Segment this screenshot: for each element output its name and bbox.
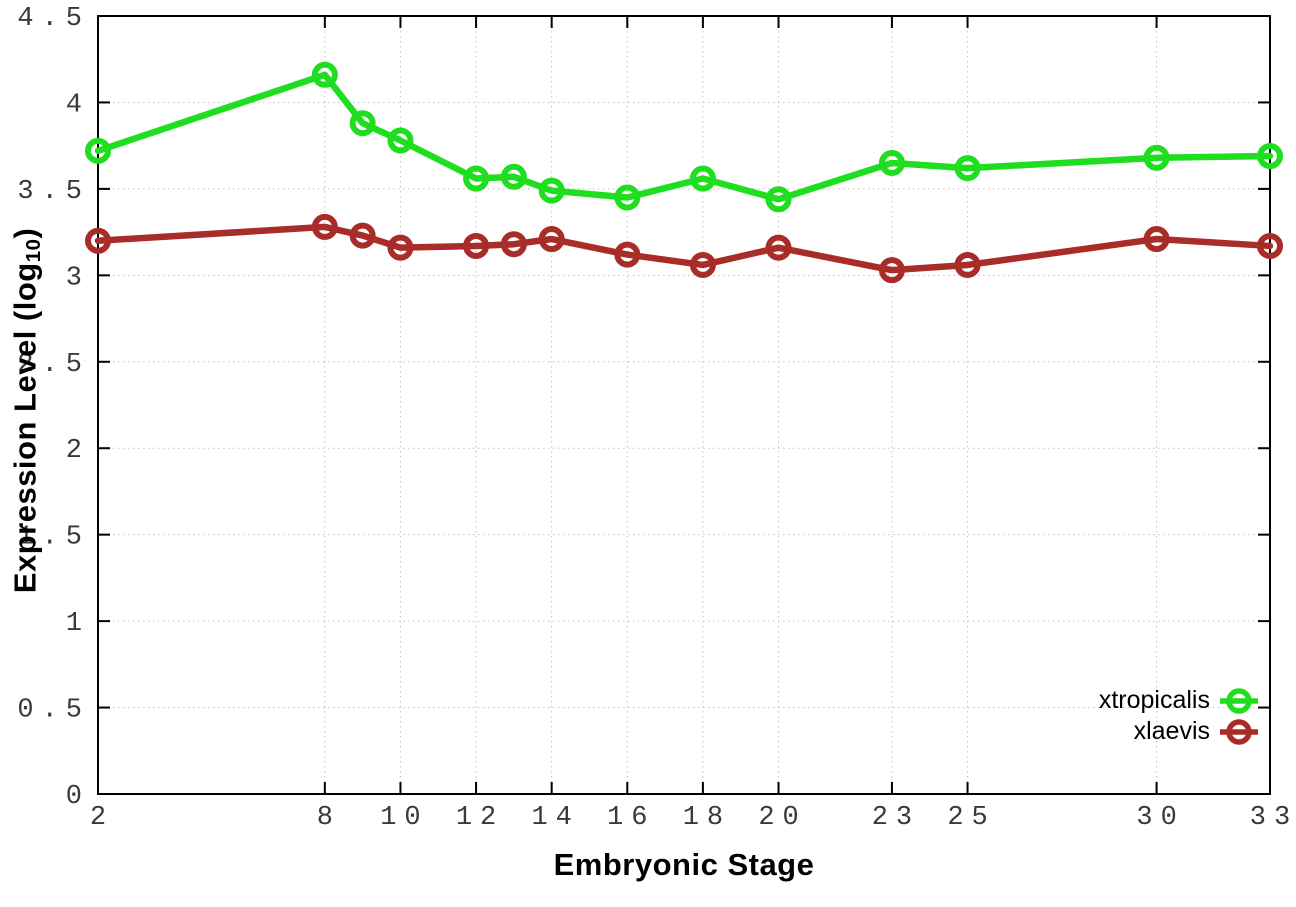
data-point-xlaevis	[387, 234, 414, 261]
y-tick-label: 0.5	[17, 696, 90, 726]
x-tick-label: 8	[317, 803, 341, 833]
data-point-xlaevis	[500, 231, 527, 258]
x-tick-label: 18	[683, 803, 731, 833]
x-tick-label: 30	[1136, 803, 1184, 833]
data-point-xlaevis	[463, 232, 490, 259]
y-tick-label: 1.5	[17, 523, 90, 553]
data-point-xlaevis	[878, 257, 905, 284]
data-point-xtropicalis	[311, 61, 338, 88]
x-tick-label: 33	[1250, 803, 1296, 833]
x-tick-label: 20	[758, 803, 806, 833]
legend-item-xtropicalis: xtropicalis	[1099, 685, 1258, 716]
data-point-xlaevis	[85, 227, 111, 254]
data-point-xtropicalis	[1257, 143, 1283, 170]
y-tick-label: 2	[66, 436, 90, 466]
x-tick-label: 12	[456, 803, 504, 833]
legend-label: xtropicalis	[1098, 686, 1210, 714]
data-point-xtropicalis	[85, 137, 111, 164]
y-tick-label: 3.5	[17, 177, 90, 207]
series-line-xtropicalis	[94, 71, 1274, 203]
y-tick-label: 2.5	[17, 350, 90, 380]
legend: xtropicalis xlaevis	[1099, 685, 1258, 747]
legend-item-xlaevis: xlaevis	[1134, 716, 1258, 747]
data-point-xlaevis	[1257, 232, 1283, 259]
series-line-xlaevis	[94, 223, 1274, 274]
data-point-xtropicalis	[349, 110, 376, 137]
data-point-xtropicalis	[1143, 144, 1170, 171]
data-point-xlaevis	[689, 251, 716, 278]
data-point-xtropicalis	[878, 149, 905, 176]
x-tick-label: 10	[380, 803, 428, 833]
x-tick-label: 14	[531, 803, 579, 833]
data-point-xlaevis	[614, 241, 641, 268]
y-tick-label: 4.5	[17, 4, 90, 34]
y-tick-label: 1	[66, 609, 90, 639]
data-point-xlaevis	[954, 251, 981, 278]
x-axis-label: Embryonic Stage	[553, 847, 815, 882]
data-point-xtropicalis	[689, 165, 716, 192]
x-tick-label: 16	[607, 803, 655, 833]
x-tick-label: 25	[947, 803, 995, 833]
data-point-xlaevis	[311, 213, 338, 240]
data-point-xtropicalis	[387, 127, 414, 154]
data-point-xlaevis	[349, 222, 376, 249]
y-tick-label: 4	[66, 90, 90, 120]
plot-border	[97, 15, 1271, 795]
x-tick-label: 2	[90, 803, 114, 833]
data-point-xtropicalis	[614, 184, 641, 211]
data-point-xlaevis	[765, 234, 792, 261]
y-tick-label: 3	[66, 263, 90, 293]
legend-marker-icon	[1220, 687, 1258, 714]
legend-marker-icon	[1220, 718, 1258, 745]
data-point-xlaevis	[538, 226, 565, 253]
data-point-xtropicalis	[463, 165, 490, 192]
data-point-xlaevis	[1143, 226, 1170, 253]
x-tick-label: 23	[872, 803, 920, 833]
legend-label: xlaevis	[1133, 717, 1210, 745]
data-point-xtropicalis	[954, 155, 981, 182]
data-point-xtropicalis	[765, 186, 792, 213]
data-point-xtropicalis	[500, 163, 527, 190]
y-tick-label: 0	[66, 782, 90, 812]
data-point-xtropicalis	[538, 177, 565, 204]
